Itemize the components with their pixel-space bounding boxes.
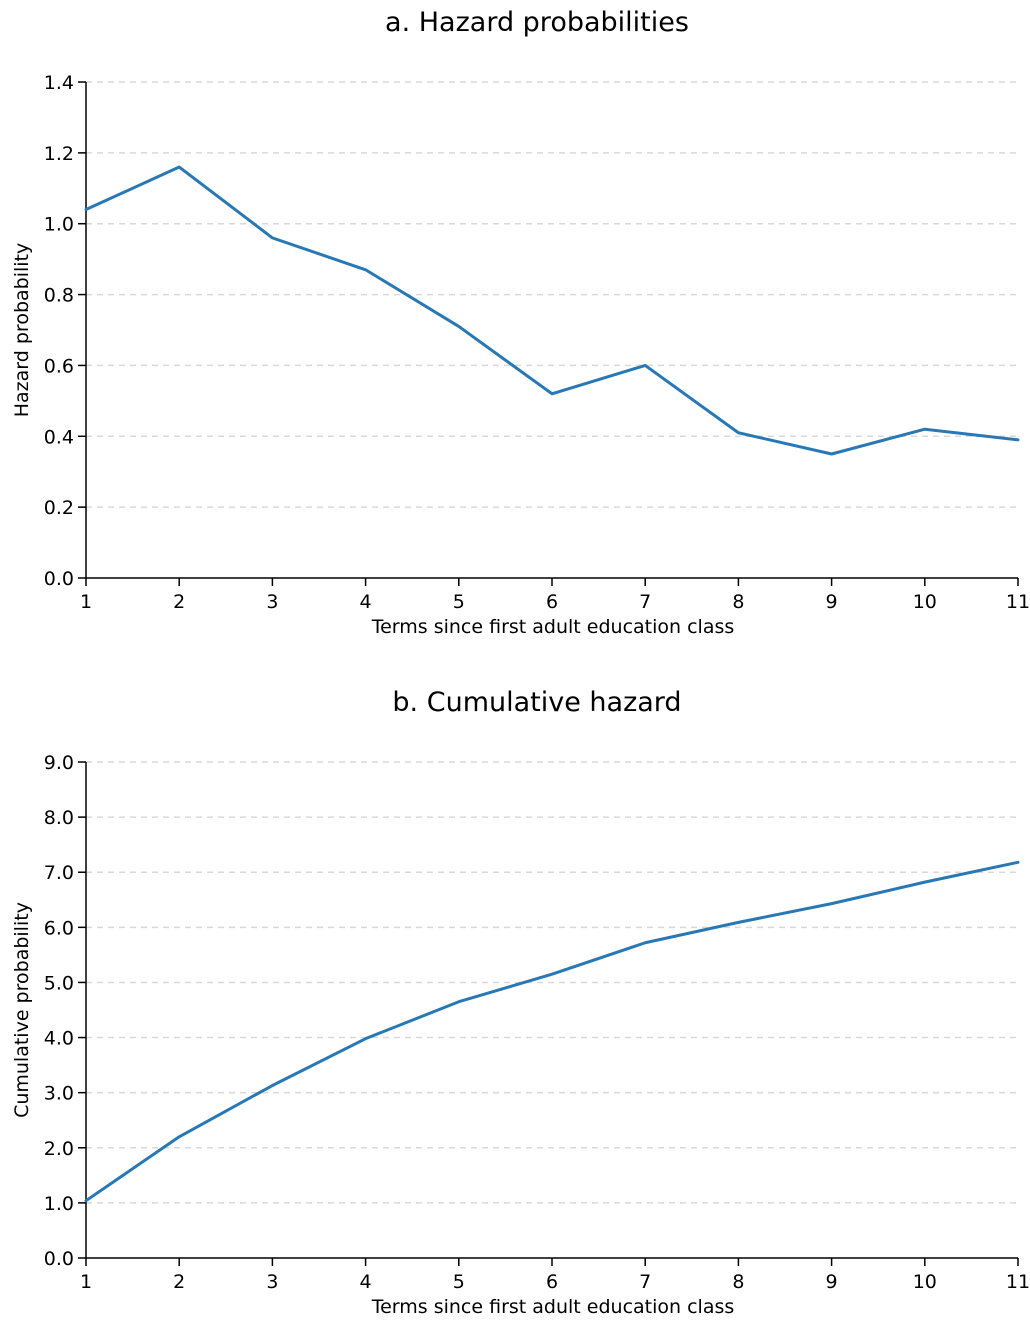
hazard-x-tick-label: 6 bbox=[546, 591, 558, 613]
hazard-y-tick-label: 1.2 bbox=[44, 143, 74, 165]
hazard-x-tick-label: 8 bbox=[732, 591, 744, 613]
cumulative-x-tick-label: 1 bbox=[80, 1271, 92, 1293]
cumulative-y-tick-label: 5.0 bbox=[44, 972, 74, 994]
hazard-y-tick-label: 0.2 bbox=[44, 497, 74, 519]
cumulative-y-tick-label: 7.0 bbox=[44, 862, 74, 884]
cumulative-y-tick-label: 3.0 bbox=[44, 1083, 74, 1105]
cumulative-x-tick-label: 6 bbox=[546, 1271, 558, 1293]
hazard-x-tick-label: 10 bbox=[913, 591, 937, 613]
hazard-y-tick-label: 0.6 bbox=[44, 355, 74, 377]
cumulative-x-tick-label: 5 bbox=[453, 1271, 465, 1293]
cumulative-y-tick-label: 4.0 bbox=[44, 1028, 74, 1050]
hazard-y-tick-label: 1.0 bbox=[44, 214, 74, 236]
cumulative-y-tick-label: 6.0 bbox=[44, 917, 74, 939]
cumulative-y-tick-label: 0.0 bbox=[44, 1248, 74, 1270]
hazard-x-tick-label: 11 bbox=[1006, 591, 1030, 613]
cumulative-chart: b. Cumulative hazard Terms since first a… bbox=[0, 680, 1030, 1320]
hazard-x-tick-label: 4 bbox=[360, 591, 372, 613]
cumulative-y-tick-label: 8.0 bbox=[44, 807, 74, 829]
hazard-y-tick-label: 0.0 bbox=[44, 568, 74, 590]
cumulative-x-axis-label: Terms since first adult education class bbox=[371, 1296, 735, 1318]
cumulative-y-axis-label: Cumulative probability bbox=[11, 902, 33, 1118]
cumulative-x-tick-label: 11 bbox=[1006, 1271, 1030, 1293]
hazard-chart-title: a. Hazard probabilities bbox=[385, 7, 689, 38]
hazard-y-tick-label: 0.8 bbox=[44, 285, 74, 307]
hazard-x-tick-label: 9 bbox=[826, 591, 838, 613]
hazard-x-axis-label: Terms since first adult education class bbox=[371, 616, 735, 638]
cumulative-y-tick-label: 9.0 bbox=[44, 752, 74, 774]
cumulative-x-tick-label: 10 bbox=[913, 1271, 937, 1293]
hazard-y-tick-label: 1.4 bbox=[44, 72, 74, 94]
hazard-y-axis-label: Hazard probability bbox=[11, 243, 33, 418]
cumulative-chart-title: b. Cumulative hazard bbox=[392, 687, 681, 718]
hazard-chart: a. Hazard probabilities Terms since firs… bbox=[11, 7, 1030, 638]
cumulative-x-tick-label: 4 bbox=[360, 1271, 372, 1293]
hazard-x-tick-label: 3 bbox=[266, 591, 278, 613]
cumulative-x-tick-label: 3 bbox=[266, 1271, 278, 1293]
hazard-x-tick-label: 1 bbox=[80, 591, 92, 613]
hazard-chart-svg: a. Hazard probabilities Terms since firs… bbox=[11, 7, 1030, 638]
cumulative-series-line bbox=[84, 860, 1020, 1203]
cumulative-x-tick-label: 7 bbox=[639, 1271, 651, 1293]
cumulative-x-tick-label: 9 bbox=[826, 1271, 838, 1293]
cumulative-y-tick-label: 1.0 bbox=[44, 1193, 74, 1215]
cumulative-x-tick-label: 8 bbox=[732, 1271, 744, 1293]
cumulative-y-tick-label: 2.0 bbox=[44, 1138, 74, 1160]
hazard-series-line bbox=[84, 165, 1020, 456]
cumulative-chart-svg: b. Cumulative hazard Terms since first a… bbox=[11, 687, 1030, 1318]
hazard-x-tick-label: 5 bbox=[453, 591, 465, 613]
hazard-y-tick-label: 0.4 bbox=[44, 426, 74, 448]
cumulative-x-tick-label: 2 bbox=[173, 1271, 185, 1293]
hazard-x-tick-label: 7 bbox=[639, 591, 651, 613]
hazard-x-tick-label: 2 bbox=[173, 591, 185, 613]
